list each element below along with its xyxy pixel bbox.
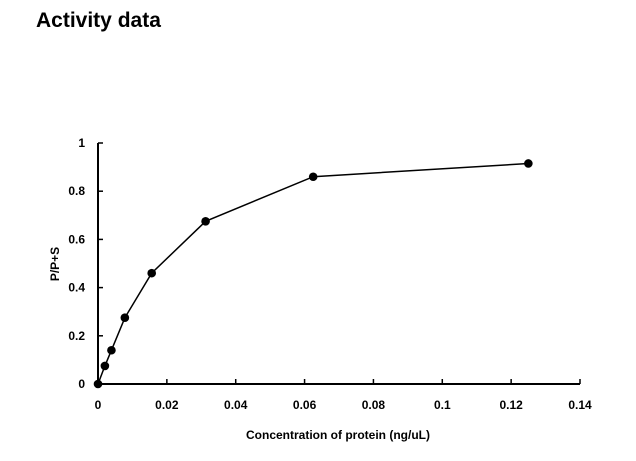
y-tick-label: 0.2 (68, 329, 85, 343)
x-axis-label: Concentration of protein (ng/uL) (246, 428, 430, 442)
y-tick-label: 0 (78, 377, 85, 391)
data-point (147, 268, 157, 278)
data-point (100, 361, 110, 371)
x-tick-label: 0.12 (499, 398, 523, 412)
data-point (308, 172, 318, 182)
x-tick-label: 0.04 (224, 398, 248, 412)
x-tick-label: 0.1 (434, 398, 451, 412)
data-point (107, 345, 116, 355)
x-tick-label: 0.08 (362, 398, 386, 412)
data-point (120, 313, 130, 323)
y-tick-label: 0.6 (68, 232, 85, 246)
x-axis: 0 0.02 0.04 0.06 0.08 0.1 0.12 0.14 (95, 379, 592, 412)
data-point (93, 379, 103, 389)
series-group (93, 159, 533, 389)
page-title: Activity data (36, 9, 161, 32)
y-axis-label: P/P+S (48, 247, 62, 281)
x-tick-label: 0 (95, 398, 102, 412)
y-tick-label: 0.8 (68, 184, 85, 198)
series-line (97, 162, 529, 385)
y-tick-label: 0.4 (68, 281, 85, 295)
x-tick-label: 0.14 (568, 398, 592, 412)
x-tick-label: 0.02 (155, 398, 179, 412)
x-tick-label: 0.06 (293, 398, 317, 412)
data-point (201, 217, 210, 226)
y-tick-label: 1 (78, 136, 85, 150)
y-axis: 0 0.2 0.4 0.6 0.8 1 (68, 136, 103, 391)
data-point (524, 159, 533, 168)
